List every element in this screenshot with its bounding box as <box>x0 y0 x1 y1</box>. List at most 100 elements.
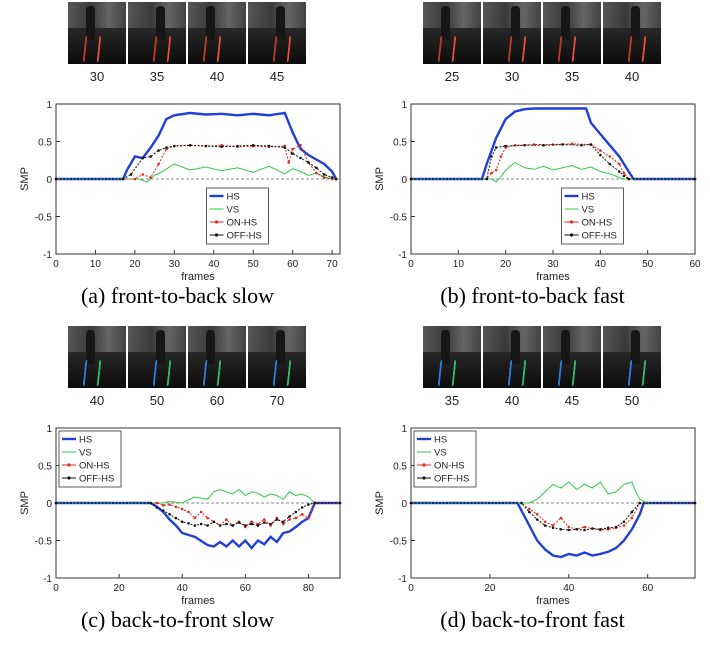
legend-label: OFF-HS <box>227 231 262 242</box>
frame-thumbnail <box>603 2 661 64</box>
data-point <box>567 528 571 532</box>
data-point <box>567 525 571 529</box>
y-tick-label: -0.5 <box>35 537 53 548</box>
x-tick-label: 60 <box>240 583 252 594</box>
data-point <box>608 155 612 158</box>
data-point <box>409 177 413 181</box>
frame-number-label: 45 <box>564 393 580 408</box>
legend-label: OFF-HS <box>79 474 114 485</box>
frame-number-labels: 25 30 35 40 <box>423 69 661 84</box>
frame-thumbnail <box>248 2 306 64</box>
data-point <box>275 518 279 521</box>
data-point <box>262 518 266 521</box>
data-point <box>338 501 342 505</box>
series-line-off-hs <box>411 502 695 531</box>
y-tick-label: 0 <box>401 175 407 186</box>
data-point <box>330 176 334 179</box>
frame-thumbnail <box>483 326 541 388</box>
data-point <box>206 516 209 520</box>
legend: HS VS ON-HS OFF-HS <box>58 430 122 488</box>
legend-label: HS <box>79 435 92 446</box>
data-point <box>494 146 498 149</box>
data-point <box>161 509 165 512</box>
series-line-vs <box>56 488 340 504</box>
frame-thumbnail <box>128 326 186 388</box>
y-tick-label: 1 <box>401 100 407 111</box>
x-tick-label: 40 <box>595 259 607 270</box>
data-point <box>165 146 168 149</box>
panel-a: 30 35 40 45 0 10 20 30 40 50 60 70 -1 -0.5 0 0.5 1 frames… <box>0 0 355 324</box>
x-tick-label: 50 <box>248 259 260 270</box>
series-line-hs <box>411 107 695 181</box>
legend-marker <box>569 220 574 224</box>
data-point <box>622 524 626 527</box>
frame-number-label: 35 <box>564 69 580 84</box>
y-tick-label: -0.5 <box>35 213 53 224</box>
data-point <box>291 147 294 151</box>
data-point <box>630 510 634 514</box>
data-point <box>561 143 564 146</box>
y-tick-label: -0.5 <box>390 213 408 224</box>
frame-thumbnails <box>423 2 661 64</box>
data-point <box>322 173 326 176</box>
data-point <box>231 524 235 527</box>
x-tick-label: 40 <box>177 583 189 594</box>
series-line-on-hs <box>56 502 340 528</box>
data-point <box>485 177 489 181</box>
legend-marker <box>214 233 219 237</box>
legend-label: ON-HS <box>227 218 258 229</box>
x-tick-label: 0 <box>408 583 414 594</box>
series-line-hs <box>56 501 340 550</box>
x-tick-label: 70 <box>327 259 339 270</box>
data-point <box>168 503 171 506</box>
data-point <box>617 162 621 166</box>
frame-number-label: 35 <box>444 393 460 408</box>
data-point <box>174 505 178 509</box>
frame-thumbnail <box>68 326 126 388</box>
panel-caption: (d) back-to-front fast <box>440 607 625 632</box>
x-tick-label: 20 <box>129 259 141 270</box>
legend: HS VS ON-HS OFF-HS <box>413 430 477 488</box>
data-point <box>580 143 583 147</box>
data-point <box>173 144 176 148</box>
data-point <box>180 507 184 511</box>
data-point <box>157 149 160 152</box>
y-tick-label: 1 <box>46 424 52 435</box>
legend-label: OFF-HS <box>582 231 617 242</box>
data-point <box>267 144 271 148</box>
legend: HS VS ON-HS OFF-HS <box>206 187 269 245</box>
x-tick-label: 60 <box>689 259 701 270</box>
y-tick-label: 0 <box>46 175 52 186</box>
legend-label: OFF-HS <box>434 474 469 485</box>
smp-chart: 0 20 40 60 -1 -0.5 0 0.5 1 frames SMP HS VS ON-HS OFF-… <box>374 424 697 607</box>
data-point <box>300 512 304 516</box>
data-point <box>174 516 178 520</box>
smp-chart: 0 20 40 60 80 -1 -0.5 0 0.5 1 frames SMP HS VS ON-HS OF… <box>19 424 342 607</box>
data-point <box>281 522 285 526</box>
y-axis-label: SMP <box>19 167 31 191</box>
legend-marker <box>569 233 574 237</box>
panel-caption: (a) front-to-back slow <box>80 283 275 308</box>
data-point <box>490 171 493 175</box>
data-point <box>591 527 594 530</box>
data-point <box>622 520 626 524</box>
data-point <box>638 501 642 505</box>
x-axis-label: frames <box>181 595 215 607</box>
x-tick-label: 40 <box>563 583 575 594</box>
panel-caption: (b) front-to-back fast <box>440 283 625 308</box>
frame-number-label: 40 <box>504 393 520 408</box>
frame-thumbnail <box>188 326 246 388</box>
y-tick-label: 0 <box>401 499 407 510</box>
legend-label: ON-HS <box>434 461 465 472</box>
data-point <box>250 520 253 524</box>
data-point <box>129 173 133 176</box>
legend-label: VS <box>434 448 447 459</box>
legend-marker <box>422 463 426 467</box>
data-point <box>220 145 223 149</box>
legend-label: HS <box>434 435 447 446</box>
frame-thumbnails <box>423 326 661 388</box>
x-tick-label: 50 <box>642 259 654 270</box>
frame-number-label: 40 <box>624 69 640 84</box>
frame-number-label: 40 <box>89 393 105 408</box>
series-line-vs <box>56 163 337 183</box>
